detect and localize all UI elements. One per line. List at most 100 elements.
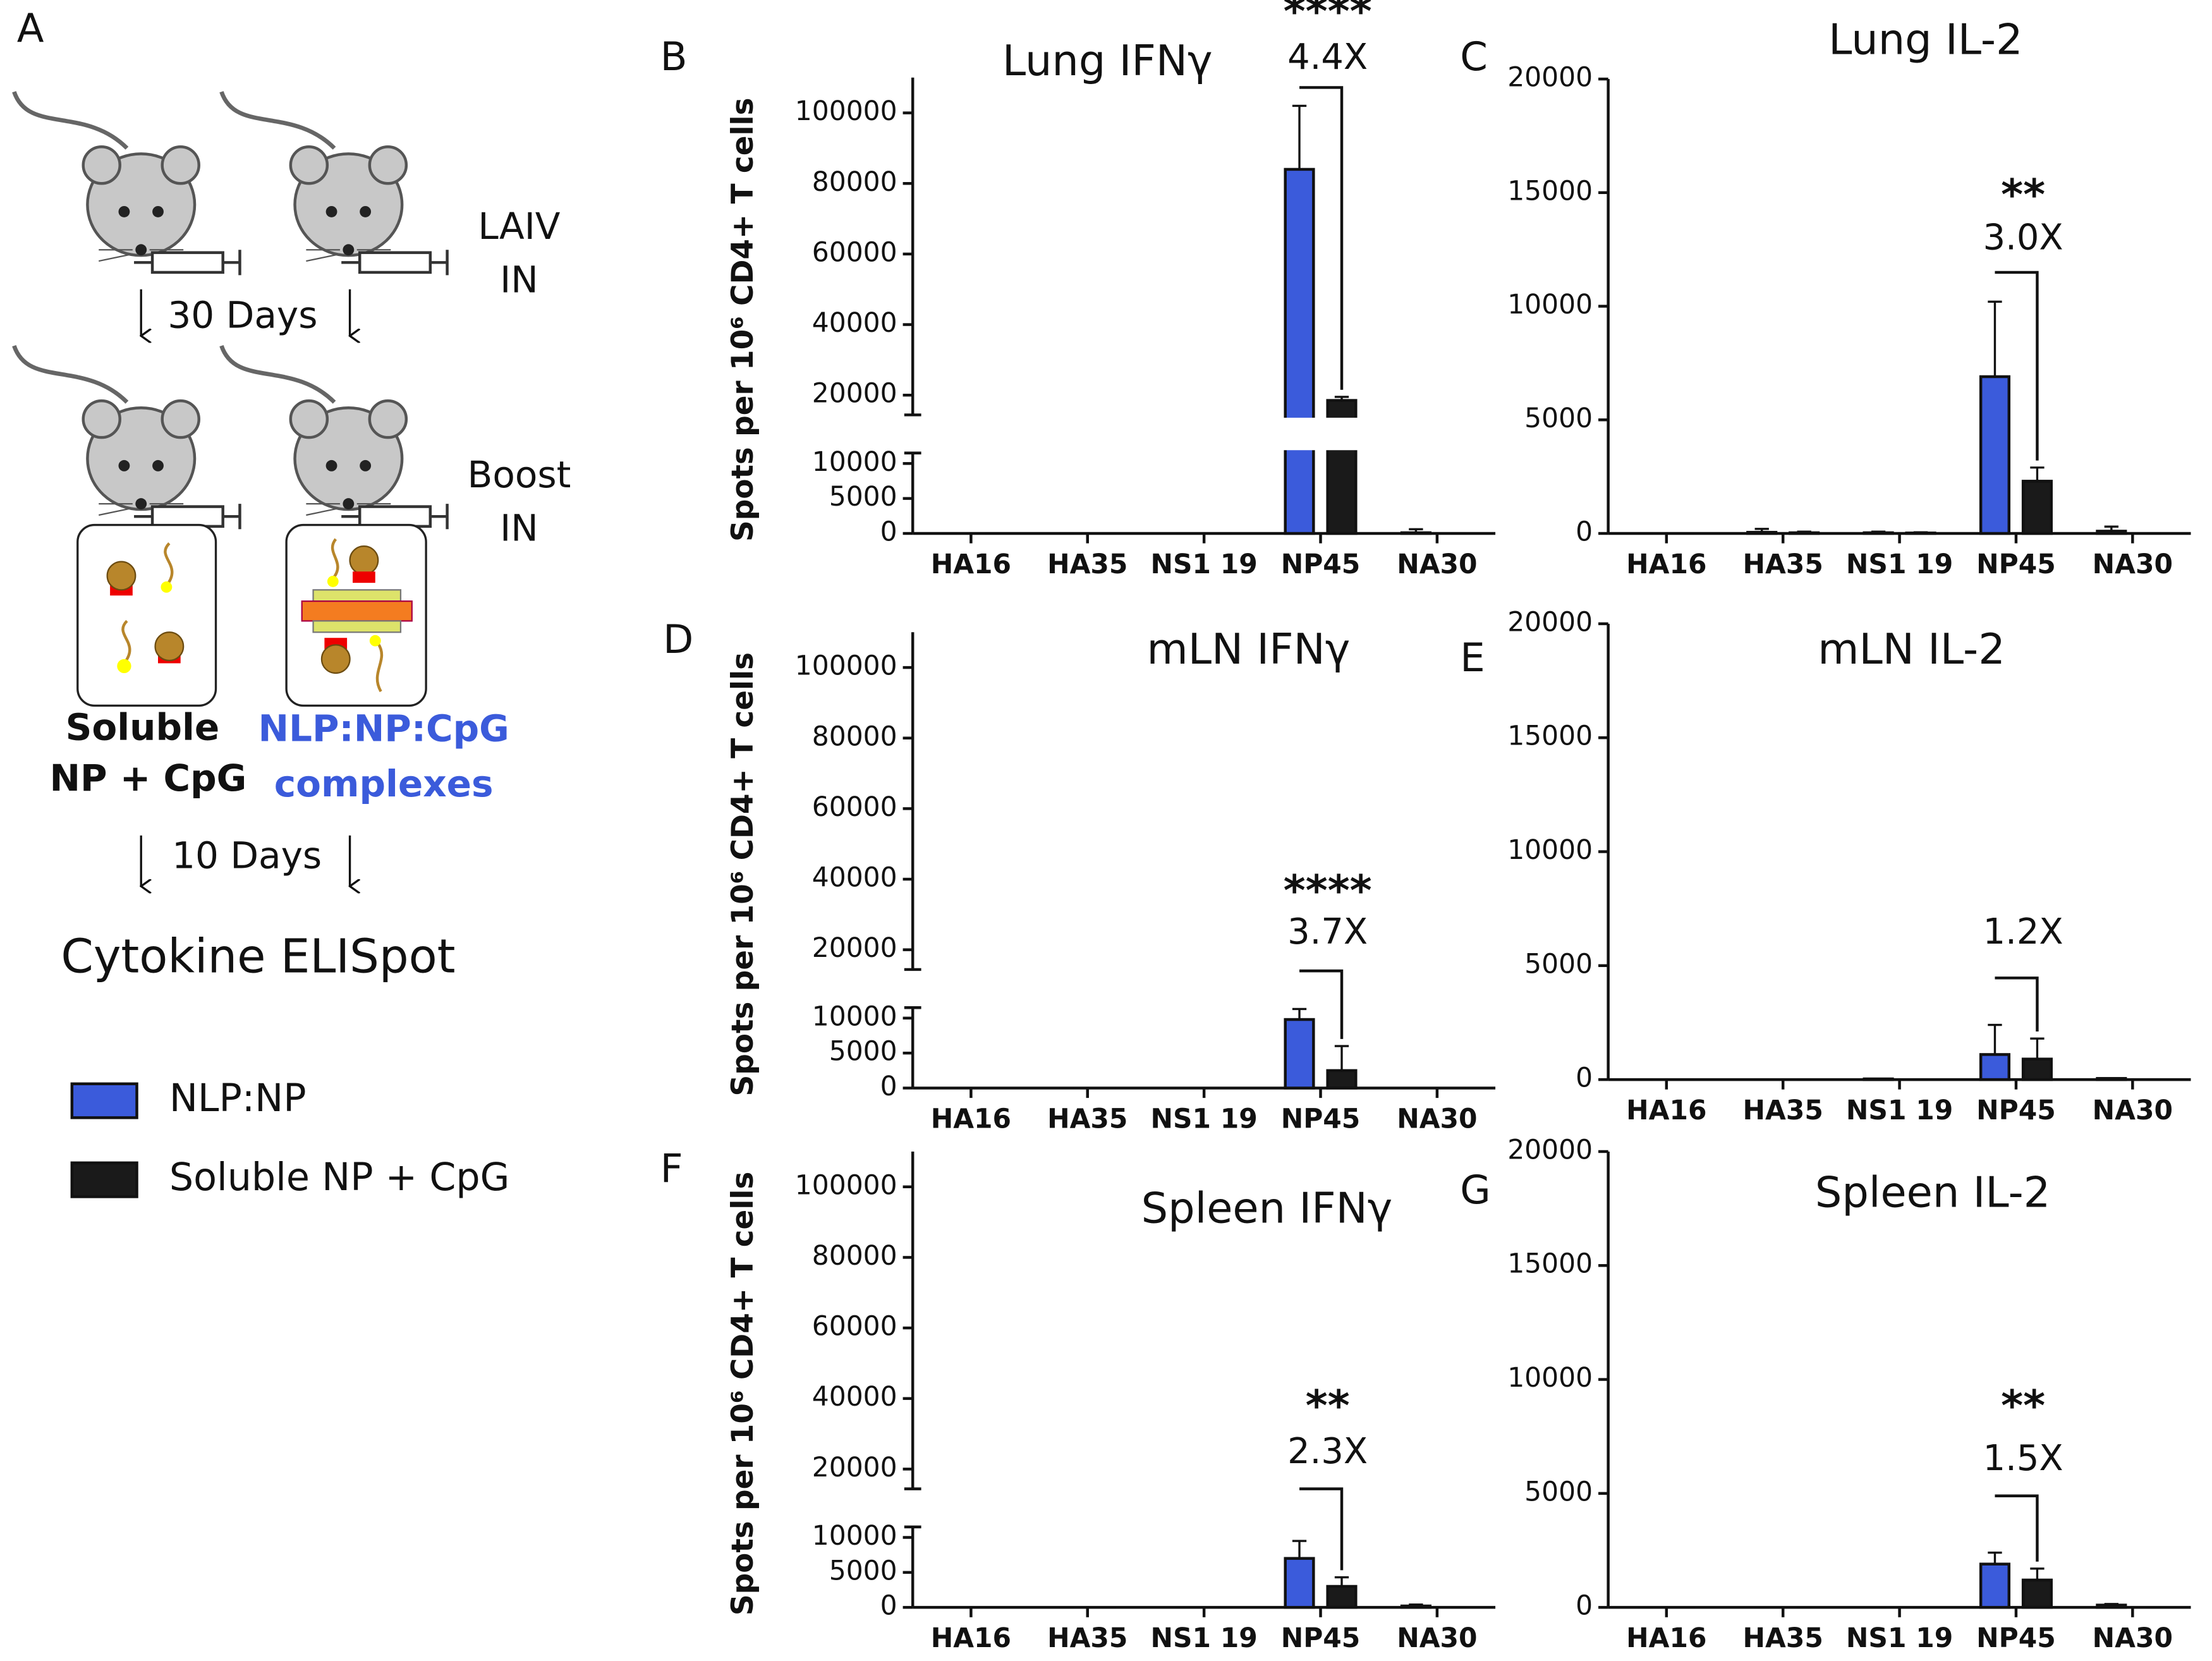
x-tick-label: NA30 — [2093, 549, 2173, 580]
fold-change: 3.0X — [1983, 217, 2063, 259]
x-tick-label: NS1 19 — [1846, 549, 1953, 580]
y-tick-label: 5000 — [829, 482, 897, 513]
x-tick-label: NS1 19 — [1846, 1095, 1953, 1126]
boost-label: Boost — [468, 453, 571, 496]
break-gap — [915, 1492, 1498, 1524]
significance-stars: **** — [1284, 0, 1372, 36]
bracket — [1299, 969, 1344, 1039]
soluble-icons — [106, 542, 185, 674]
bracket — [1995, 271, 2039, 461]
bar — [2021, 1057, 2053, 1081]
interval-label: 10 Days — [172, 834, 322, 877]
y-tick-label: 15000 — [1507, 1249, 1593, 1280]
x-tick-label: NS1 19 — [1150, 1104, 1257, 1135]
significance-stars: **** — [1284, 866, 1372, 915]
bar — [2021, 1578, 2053, 1609]
x-tick-label: NA30 — [2093, 1623, 2173, 1654]
y-tick-label: 5000 — [829, 1555, 897, 1586]
x-tick-label: HA35 — [1047, 549, 1127, 580]
bar — [2096, 1603, 2127, 1609]
y-tick-label: 5000 — [1524, 949, 1593, 980]
bar — [1979, 1562, 2011, 1609]
x-tick-label: NP45 — [1976, 1095, 2056, 1126]
panel-letter: B — [660, 33, 688, 80]
panel-letter: A — [17, 5, 44, 51]
panel-a: A LAIV IN 30 Days Boost IN Soluble — [14, 5, 571, 983]
y-tick-label: 10000 — [1507, 835, 1593, 866]
group-label: complexes — [274, 762, 494, 805]
y-tick-label: 40000 — [812, 1382, 897, 1413]
x-tick-label: NA30 — [1397, 1623, 1477, 1654]
panel-letter: C — [1460, 33, 1488, 80]
mouse-icon — [14, 92, 240, 275]
formulation-box — [76, 523, 217, 707]
panel-letter: G — [1460, 1167, 1490, 1213]
bar — [1284, 1557, 1315, 1609]
fold-change: 4.4X — [1287, 37, 1368, 78]
x-tick-label: HA16 — [1626, 1095, 1706, 1126]
bar — [1979, 1053, 2011, 1081]
group-label: Soluble — [66, 705, 220, 748]
x-tick-label: HA35 — [1047, 1104, 1127, 1135]
y-tick-label: 20000 — [812, 379, 897, 410]
x-tick-label: HA16 — [931, 1104, 1011, 1135]
y-axis-label: Spots per 10⁶ CD4+ T cells — [726, 652, 760, 1097]
x-tick-label: HA16 — [1626, 549, 1706, 580]
y-tick-label: 80000 — [812, 721, 897, 752]
y-tick-label: 60000 — [812, 792, 897, 823]
x-tick-label: NP45 — [1976, 1623, 2056, 1654]
bar — [1284, 167, 1315, 535]
legend-swatch — [70, 1082, 138, 1119]
chart-title: Lung IFNγ — [1002, 36, 1213, 85]
y-tick-label: 10000 — [812, 1001, 897, 1032]
group-label: NP + CpG — [49, 757, 246, 800]
x-tick-label: NS1 19 — [1846, 1623, 1953, 1654]
prime-label: LAIV — [478, 205, 560, 248]
mouse-icon — [221, 92, 447, 275]
fold-change: 1.5X — [1983, 1438, 2063, 1479]
y-tick-label: 5000 — [1524, 1476, 1593, 1507]
y-tick-label: 0 — [1576, 1591, 1593, 1622]
x-tick-label: NP45 — [1281, 1104, 1361, 1135]
y-tick-label: 80000 — [812, 167, 897, 198]
y-tick-label: 10000 — [812, 1521, 897, 1552]
panel-letter: D — [663, 616, 693, 662]
readout-label: Cytokine ELISpot — [61, 930, 455, 983]
chart-title: Spleen IL-2 — [1815, 1168, 2050, 1217]
bar — [1979, 375, 2011, 535]
bracket — [1299, 1487, 1344, 1571]
y-tick-label: 10000 — [1507, 1363, 1593, 1394]
x-tick-label: NP45 — [1281, 549, 1361, 580]
boost-label: IN — [500, 507, 538, 550]
y-tick-label: 20000 — [812, 1452, 897, 1483]
y-tick-label: 20000 — [1507, 1135, 1593, 1165]
bar — [2096, 530, 2127, 535]
chart-title: Lung IL-2 — [1828, 15, 2022, 64]
mouse-icon — [221, 346, 447, 529]
nlp-icon — [301, 538, 413, 693]
x-tick-label: NA30 — [1397, 549, 1477, 580]
chart-title: mLN IFNγ — [1147, 624, 1351, 674]
y-tick-label: 100000 — [795, 1170, 897, 1201]
group-label: NLP:NP:CpG — [258, 707, 509, 750]
prime-label: IN — [500, 259, 538, 301]
x-tick-label: HA16 — [931, 1623, 1011, 1654]
y-tick-label: 0 — [880, 1071, 897, 1102]
significance-stars: ** — [2001, 170, 2045, 219]
bar — [1284, 1018, 1315, 1090]
y-axis-label: Spots per 10⁶ CD4+ T cells — [726, 97, 760, 542]
panel-letter: E — [1460, 635, 1485, 681]
bracket — [1995, 977, 2039, 1032]
y-tick-label: 80000 — [812, 1241, 897, 1272]
y-tick-label: 100000 — [795, 651, 897, 682]
break-gap — [915, 972, 1498, 1005]
panel-letter: F — [660, 1145, 683, 1191]
x-tick-label: HA35 — [1743, 549, 1823, 580]
y-tick-label: 0 — [1576, 516, 1593, 547]
significance-stars: ** — [2001, 1381, 2045, 1430]
y-tick-label: 15000 — [1507, 176, 1593, 207]
fold-change: 3.7X — [1287, 911, 1368, 952]
legend-swatch — [70, 1161, 138, 1198]
y-tick-label: 20000 — [812, 933, 897, 964]
